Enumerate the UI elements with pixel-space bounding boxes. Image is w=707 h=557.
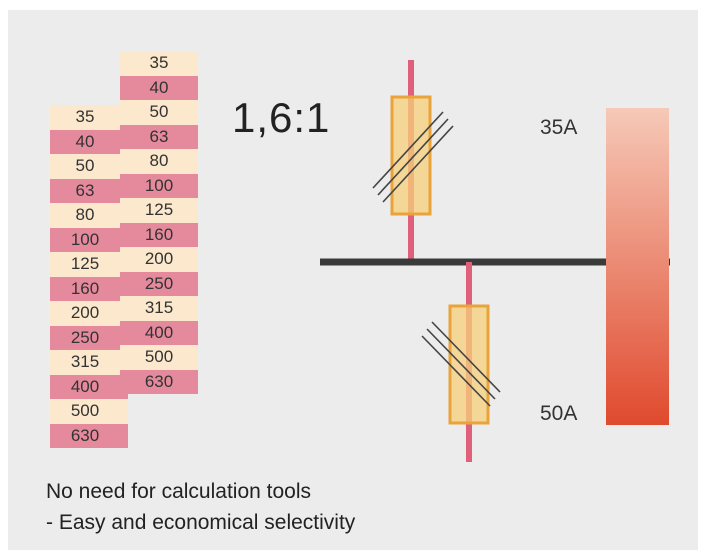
rating-left-cell: 500: [50, 399, 128, 424]
rating-left-cell: 125: [50, 252, 128, 277]
downstream-fuse-hatch: [421, 321, 501, 407]
rating-right-cell: 160: [120, 222, 198, 247]
rating-left-cell: 200: [50, 301, 128, 326]
rating-right-cell: 400: [120, 320, 198, 345]
rating-column-left: 35 40 50 63 80 100 125 160 200 250 315 400 500 630: [50, 105, 128, 448]
rating-right-cell: 63: [120, 124, 198, 149]
rating-right-cell: 500: [120, 345, 198, 370]
rating-left-cell: 160: [50, 276, 128, 301]
downstream-fuse: [448, 304, 490, 425]
downstream-rating-label: 50A: [540, 402, 578, 425]
rating-right-cell: 80: [120, 149, 198, 174]
rating-right-cell: 630: [120, 369, 198, 394]
rating-right-cell: 315: [120, 296, 198, 321]
upstream-fuse-hatch: [372, 111, 454, 203]
rating-right-cell: 250: [120, 271, 198, 296]
rating-left-cell: 50: [50, 154, 128, 179]
upstream-fuse: [390, 95, 432, 216]
rating-left-cell: 315: [50, 350, 128, 375]
rating-left-cell: 100: [50, 227, 128, 252]
rating-right-cell: 200: [120, 247, 198, 272]
caption-line-1: No need for calculation tools: [46, 480, 311, 503]
selectivity-ratio-label: 1,6:1: [232, 94, 331, 141]
rating-left-cell: 630: [50, 423, 128, 448]
caption: No need for calculation tools - Easy and…: [46, 476, 355, 538]
rating-right-cell: 40: [120, 75, 198, 100]
rating-left-cell: 400: [50, 374, 128, 399]
rating-left-cell: 250: [50, 325, 128, 350]
rating-left-cell: 80: [50, 203, 128, 228]
rating-right-cell: 100: [120, 173, 198, 198]
upstream-rating-label: 35A: [540, 116, 578, 139]
rating-left-cell: 40: [50, 129, 128, 154]
rating-column-right: 35 40 50 63 80 100 125 160 200 250 315 400 500 630: [120, 51, 198, 394]
rating-right-cell: 50: [120, 100, 198, 125]
rating-left-cell: 35: [50, 105, 128, 130]
current-gradient-bar: [606, 108, 669, 425]
rating-left-cell: 63: [50, 178, 128, 203]
rating-right-cell: 35: [120, 51, 198, 76]
caption-line-2: - Easy and economical selectivity: [46, 511, 356, 534]
rating-right-cell: 125: [120, 198, 198, 223]
